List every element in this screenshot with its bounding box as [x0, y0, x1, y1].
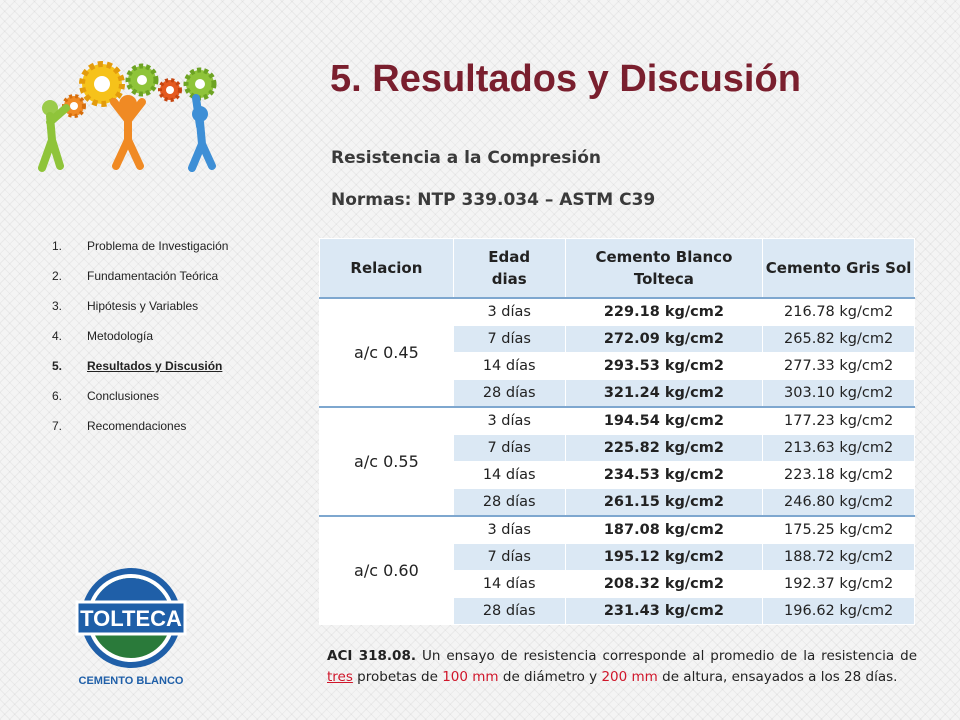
- blanco-cell: 194.54 kg/cm2: [564, 406, 764, 435]
- edad-cell: 7 días: [452, 434, 566, 462]
- blanco-cell: 261.15 kg/cm2: [564, 488, 764, 517]
- note-height: 200 mm: [601, 669, 658, 685]
- table-row: a/c 0.45 3 días 229.18 kg/cm2 216.78 kg/…: [319, 297, 915, 408]
- nav-item-number: 5.: [52, 359, 63, 373]
- gris-cell: 213.63 kg/cm2: [762, 434, 915, 462]
- relacion-cell: a/c 0.55: [319, 406, 454, 517]
- nav-item-number: 4.: [52, 329, 63, 343]
- brand-name: TOLTECA: [80, 606, 182, 631]
- table-row: 28 días 231.43 kg/cm2 196.62 kg/cm2: [320, 597, 915, 625]
- blanco-cell: 272.09 kg/cm2: [564, 325, 764, 353]
- norms-subtitle: Normas: NTP 339.034 – ASTM C39: [331, 190, 656, 210]
- header-edad-line1: Edad: [488, 248, 531, 266]
- nav-item-label: Hipótesis y Variables: [87, 299, 199, 313]
- table-row: 14 días 234.53 kg/cm2 223.18 kg/cm2: [320, 461, 915, 489]
- table-row: 7 días 195.12 kg/cm2 188.72 kg/cm2: [320, 543, 915, 571]
- nav-item-recomendaciones[interactable]: 7. Recomendaciones: [52, 418, 232, 434]
- gris-cell: 188.72 kg/cm2: [762, 543, 915, 571]
- edad-cell: 28 días: [452, 379, 566, 408]
- gris-cell: 246.80 kg/cm2: [762, 488, 915, 517]
- note-text-4: de altura, ensayados a los 28 días.: [657, 669, 898, 685]
- header-relacion: Relacion: [319, 238, 454, 299]
- nav-item-label: Metodología: [87, 329, 154, 343]
- gris-cell: 192.37 kg/cm2: [762, 570, 915, 598]
- nav-item-number: 6.: [52, 389, 63, 403]
- teamwork-gears-icon: [38, 61, 217, 172]
- blanco-cell: 321.24 kg/cm2: [564, 379, 764, 408]
- blanco-cell: 293.53 kg/cm2: [564, 352, 764, 380]
- nav-item-resultados[interactable]: 5. Resultados y Discusión: [52, 358, 232, 374]
- gear-icon: [62, 61, 217, 118]
- blanco-cell: 225.82 kg/cm2: [564, 434, 764, 462]
- sidebar-nav: 1. Problema de Investigación 2. Fundamen…: [52, 238, 232, 448]
- nav-item-number: 2.: [52, 269, 63, 283]
- table-row: a/c 0.60 3 días 187.08 kg/cm2 175.25 kg/…: [319, 515, 915, 625]
- nav-item-label: Fundamentación Teórica: [87, 269, 219, 283]
- blanco-cell: 229.18 kg/cm2: [564, 297, 764, 326]
- note-text-3: de diámetro y: [498, 669, 602, 685]
- relacion-cell: a/c 0.45: [319, 297, 454, 408]
- gris-cell: 277.33 kg/cm2: [762, 352, 915, 380]
- slide-title: 5. Resultados y Discusión: [330, 58, 801, 100]
- header-edad-line2: dias: [491, 270, 527, 288]
- header-cemento-gris: Cemento Gris Sol: [762, 238, 915, 299]
- note-tres: tres: [327, 669, 353, 685]
- table-row: 28 días 321.24 kg/cm2 303.10 kg/cm2: [320, 379, 915, 408]
- note-diameter: 100 mm: [442, 669, 499, 685]
- gris-cell: 303.10 kg/cm2: [762, 379, 915, 408]
- nav-item-problema[interactable]: 1. Problema de Investigación: [52, 238, 232, 254]
- edad-cell: 7 días: [452, 325, 566, 353]
- note-text-1: Un ensayo de resistencia corresponde al …: [415, 648, 917, 664]
- aci-note: ACI 318.08. Un ensayo de resistencia cor…: [327, 646, 917, 688]
- table-row: 7 días 272.09 kg/cm2 265.82 kg/cm2: [320, 325, 915, 353]
- edad-cell: 3 días: [452, 297, 566, 326]
- edad-cell: 14 días: [452, 461, 566, 489]
- nav-item-label: Recomendaciones: [87, 419, 187, 433]
- relacion-cell: a/c 0.60: [319, 515, 454, 625]
- note-text-2: probetas de: [352, 669, 443, 685]
- edad-cell: 7 días: [452, 543, 566, 571]
- gris-cell: 177.23 kg/cm2: [762, 406, 915, 435]
- gris-cell: 223.18 kg/cm2: [762, 461, 915, 489]
- edad-cell: 14 días: [452, 352, 566, 380]
- header-edad: Edad dias: [452, 238, 566, 299]
- header-blanco-line1: Cemento Blanco: [595, 248, 733, 266]
- blanco-cell: 231.43 kg/cm2: [564, 597, 764, 625]
- nav-item-conclusiones[interactable]: 6. Conclusiones: [52, 388, 232, 404]
- nav-item-metodologia[interactable]: 4. Metodología: [52, 328, 232, 344]
- nav-item-label: Problema de Investigación: [87, 239, 229, 253]
- gris-cell: 265.82 kg/cm2: [762, 325, 915, 353]
- nav-item-hipotesis[interactable]: 3. Hipótesis y Variables: [52, 298, 232, 314]
- blanco-cell: 187.08 kg/cm2: [564, 515, 764, 544]
- section-subtitle: Resistencia a la Compresión: [331, 148, 602, 168]
- blanco-cell: 195.12 kg/cm2: [564, 543, 764, 571]
- nav-item-label: Conclusiones: [87, 389, 160, 403]
- person-icon: [38, 94, 216, 172]
- nav-item-number: 7.: [52, 419, 63, 433]
- edad-cell: 14 días: [452, 570, 566, 598]
- header-blanco-line2: Tolteca: [633, 270, 694, 288]
- note-lead: ACI 318.08.: [327, 648, 416, 664]
- edad-cell: 28 días: [452, 597, 566, 625]
- edad-cell: 28 días: [452, 488, 566, 517]
- tolteca-logo: TOLTECA CEMENTO BLANCO: [75, 568, 187, 687]
- table-row: 14 días 293.53 kg/cm2 277.33 kg/cm2: [320, 352, 915, 380]
- blanco-cell: 208.32 kg/cm2: [564, 570, 764, 598]
- table-row: a/c 0.55 3 días 194.54 kg/cm2 177.23 kg/…: [319, 406, 915, 517]
- nav-item-label: Resultados y Discusión: [87, 359, 223, 373]
- blanco-cell: 234.53 kg/cm2: [564, 461, 764, 489]
- edad-cell: 3 días: [452, 515, 566, 544]
- table-row: 28 días 261.15 kg/cm2 246.80 kg/cm2: [320, 488, 915, 517]
- nav-item-number: 1.: [52, 239, 63, 253]
- brand-tagline: CEMENTO BLANCO: [79, 675, 184, 687]
- header-cemento-blanco: Cemento Blanco Tolteca: [564, 238, 764, 299]
- nav-item-fundamentacion[interactable]: 2. Fundamentación Teórica: [52, 268, 232, 284]
- compression-results-table: Relacion Edad dias Cemento Blanco Tolteca …: [319, 238, 915, 625]
- gris-cell: 175.25 kg/cm2: [762, 515, 915, 544]
- edad-cell: 3 días: [452, 406, 566, 435]
- nav-item-number: 3.: [52, 299, 63, 313]
- table-row: 7 días 225.82 kg/cm2 213.63 kg/cm2: [320, 434, 915, 462]
- gris-cell: 216.78 kg/cm2: [762, 297, 915, 326]
- gris-cell: 196.62 kg/cm2: [762, 597, 915, 625]
